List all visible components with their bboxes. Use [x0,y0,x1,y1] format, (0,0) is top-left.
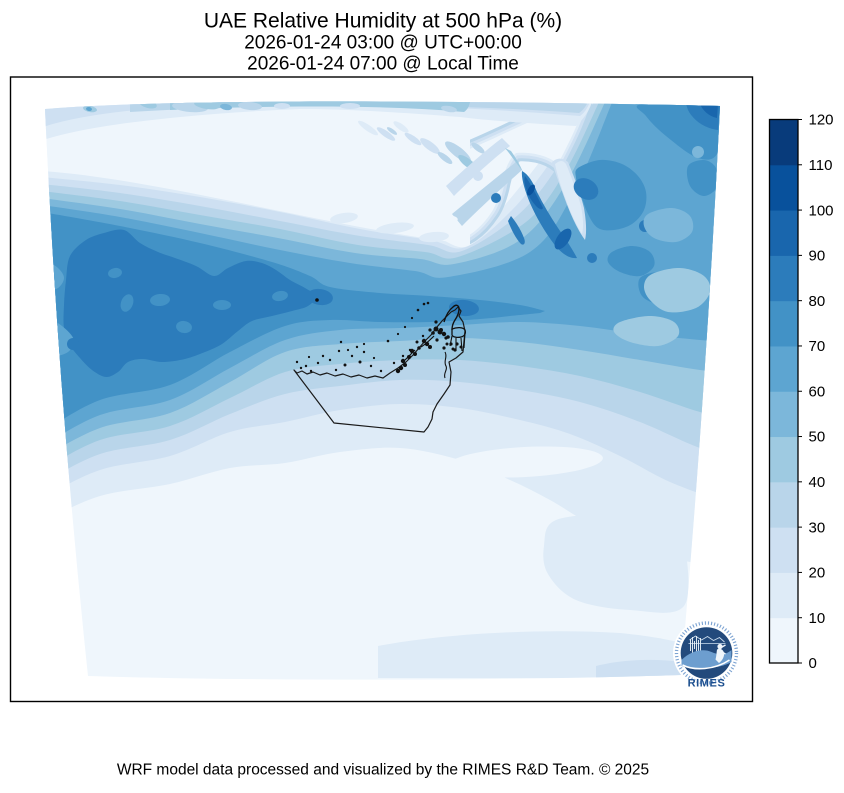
svg-text:2026-01-24 03:00 @ UTC+00:00: 2026-01-24 03:00 @ UTC+00:00 [244,33,522,54]
svg-text:50: 50 [809,429,826,446]
svg-text:RIMES: RIMES [688,678,726,690]
svg-text:90: 90 [809,248,826,265]
svg-text:80: 80 [809,293,826,310]
svg-text:2026-01-24 07:00 @ Local Time: 2026-01-24 07:00 @ Local Time [247,54,519,75]
svg-text:100: 100 [809,202,834,219]
svg-text:WRF model data processed and v: WRF model data processed and visualized … [117,762,649,779]
svg-text:10: 10 [809,610,826,627]
svg-text:30: 30 [809,519,826,536]
svg-text:0: 0 [809,655,817,672]
svg-text:40: 40 [809,474,826,491]
svg-text:20: 20 [809,565,826,582]
svg-text:120: 120 [809,112,834,129]
svg-text:70: 70 [809,338,826,355]
svg-text:UAE Relative Humidity at 500 h: UAE Relative Humidity at 500 hPa (%) [204,10,562,33]
svg-text:110: 110 [809,157,833,174]
svg-text:60: 60 [809,383,826,400]
